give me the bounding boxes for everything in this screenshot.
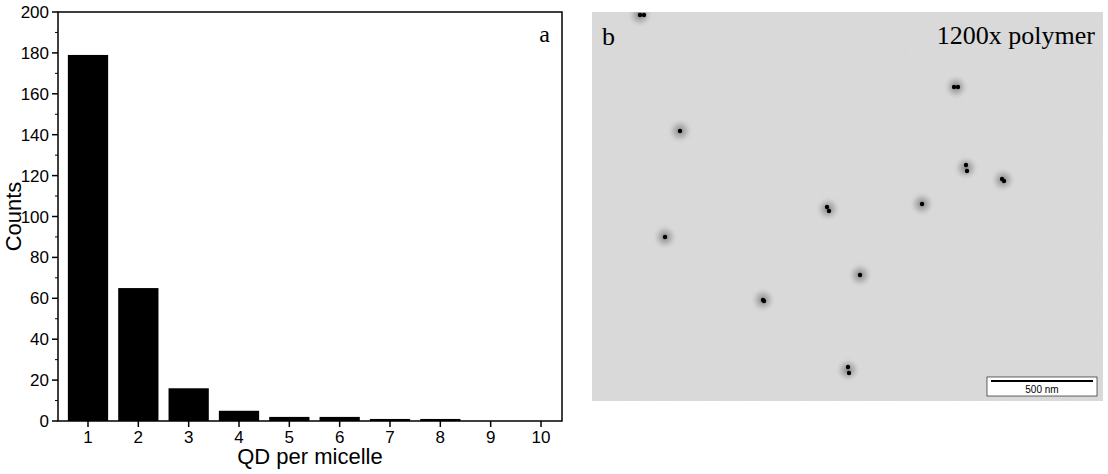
y-minor-tick: [55, 32, 58, 33]
quantum-dot: [846, 365, 850, 369]
micelle-halo: [627, 12, 653, 28]
quantum-dot: [952, 85, 956, 89]
quantum-dot: [678, 129, 682, 133]
y-tick: [52, 338, 58, 340]
quantum-dot: [1002, 179, 1006, 183]
x-tick: [188, 421, 190, 427]
y-tick: [52, 379, 58, 381]
x-tick: [440, 421, 442, 427]
x-tick: [490, 421, 492, 427]
x-tick-label: 1: [83, 428, 92, 447]
micelle-halo: [652, 224, 678, 250]
micelle-halo: [835, 357, 861, 383]
y-tick-label: 200: [21, 3, 49, 22]
y-tick-label: 80: [30, 248, 49, 267]
quantum-dot: [965, 169, 969, 173]
scale-bar-label: 500 nm: [1025, 384, 1058, 395]
y-tick: [52, 175, 58, 177]
y-tick: [52, 134, 58, 136]
quantum-dot: [847, 371, 851, 375]
x-tick: [389, 421, 391, 427]
y-tick-label: 160: [21, 85, 49, 104]
quantum-dot: [827, 209, 831, 213]
x-tick: [289, 421, 291, 427]
y-tick: [52, 52, 58, 54]
image-background: [592, 12, 1103, 401]
panel-letter: b: [602, 22, 615, 51]
bar: [169, 388, 209, 421]
x-tick: [339, 421, 341, 427]
quantum-dot: [642, 13, 646, 17]
image-label: 1200x polymer: [937, 21, 1095, 50]
quantum-dot: [825, 205, 829, 209]
y-tick-label: 20: [30, 371, 49, 390]
micelle-halo: [847, 262, 873, 288]
y-minor-tick: [55, 155, 58, 156]
image-grain: [592, 12, 1103, 401]
y-tick-label: 0: [40, 412, 49, 431]
plot-frame: [58, 12, 562, 421]
micelle-halo: [953, 155, 979, 181]
micelle-halo: [943, 74, 969, 100]
y-tick: [52, 420, 58, 422]
x-tick: [87, 421, 89, 427]
y-minor-tick: [55, 277, 58, 278]
y-axis-title: Counts: [1, 182, 26, 252]
y-minor-tick: [55, 359, 58, 360]
y-tick-label: 180: [21, 44, 49, 63]
micelle-halo: [990, 167, 1016, 193]
bar: [219, 411, 259, 421]
y-minor-tick: [55, 114, 58, 115]
quantum-dot: [663, 235, 667, 239]
x-tick: [238, 421, 240, 427]
x-tick-label: 2: [134, 428, 143, 447]
y-minor-tick: [55, 400, 58, 401]
scale-bar-box: [987, 377, 1097, 396]
quantum-dot: [761, 298, 765, 302]
scale-bar: [991, 380, 1093, 382]
x-tick-label: 7: [385, 428, 394, 447]
bar: [68, 55, 108, 421]
y-minor-tick: [55, 318, 58, 319]
x-axis-title: QD per micelle: [237, 444, 382, 469]
x-tick-label: 10: [532, 428, 551, 447]
quantum-dot: [762, 299, 766, 303]
y-tick-label: 40: [30, 330, 49, 349]
panel-letter: a: [539, 21, 550, 47]
x-tick: [138, 421, 140, 427]
y-tick-label: 60: [30, 289, 49, 308]
micelle-halo: [909, 191, 935, 217]
quantum-dot: [964, 163, 968, 167]
y-minor-tick: [55, 236, 58, 237]
quantum-dot: [956, 85, 960, 89]
bars: [68, 55, 461, 421]
figure: 02040608010012014016018020012345678910QD…: [0, 0, 1108, 474]
quantum-dot: [638, 13, 642, 17]
y-tick-label: 140: [21, 126, 49, 145]
y-tick: [52, 11, 58, 13]
bar: [118, 288, 158, 421]
x-tick: [540, 421, 542, 427]
micelle-halo: [750, 287, 776, 313]
micelle-halo: [667, 118, 693, 144]
micelle-halo: [815, 196, 841, 222]
y-minor-tick: [55, 73, 58, 74]
x-tick-label: 3: [184, 428, 193, 447]
tem-image: [592, 12, 1103, 401]
y-tick: [52, 298, 58, 300]
x-tick-label: 9: [486, 428, 495, 447]
quantum-dot: [920, 202, 924, 206]
x-tick-label: 8: [436, 428, 445, 447]
y-tick: [52, 216, 58, 218]
canvas: 02040608010012014016018020012345678910QD…: [0, 0, 1108, 474]
quantum-dot: [858, 273, 862, 277]
y-minor-tick: [55, 196, 58, 197]
y-tick: [52, 257, 58, 259]
y-tick: [52, 93, 58, 95]
